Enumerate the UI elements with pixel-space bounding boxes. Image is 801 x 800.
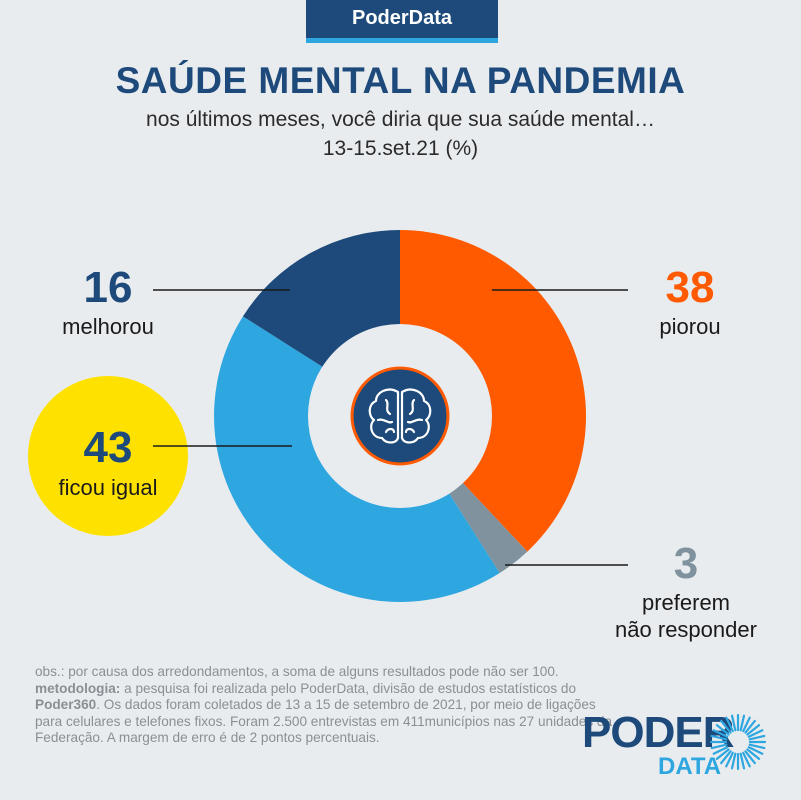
- category-label-ficou-igual: ficou igual: [58, 475, 157, 500]
- methodology-text-1: a pesquisa foi realizada pelo PoderData,…: [120, 681, 576, 696]
- category-label-nao-responder-line1: preferem: [642, 590, 730, 615]
- footnote: obs.: por causa dos arredondamentos, a s…: [35, 664, 620, 747]
- methodology-brand: Poder360: [35, 697, 96, 712]
- category-label-piorou: piorou: [659, 314, 720, 339]
- footnote-methodology: metodologia: a pesquisa foi realizada pe…: [35, 681, 620, 747]
- category-label-melhorou: melhorou: [62, 314, 154, 339]
- category-label-nao-responder-line2: não responder: [615, 617, 757, 642]
- footnote-obs: obs.: por causa dos arredondamentos, a s…: [35, 664, 620, 681]
- value-label-nao-responder: 3: [674, 539, 698, 588]
- value-label-ficou-igual: 43: [84, 423, 133, 472]
- donut-chart: 16 melhorou 38 piorou 43 ficou igual 3 p…: [0, 0, 801, 660]
- sunburst-icon: [708, 712, 768, 772]
- value-label-melhorou: 16: [84, 263, 133, 312]
- poderdata-logo: PODER DATA: [580, 712, 780, 784]
- brain-icon: [352, 368, 448, 464]
- methodology-label: metodologia:: [35, 681, 120, 696]
- methodology-text-2: . Os dados foram coletados de 13 a 15 de…: [35, 697, 612, 745]
- value-label-piorou: 38: [666, 263, 715, 312]
